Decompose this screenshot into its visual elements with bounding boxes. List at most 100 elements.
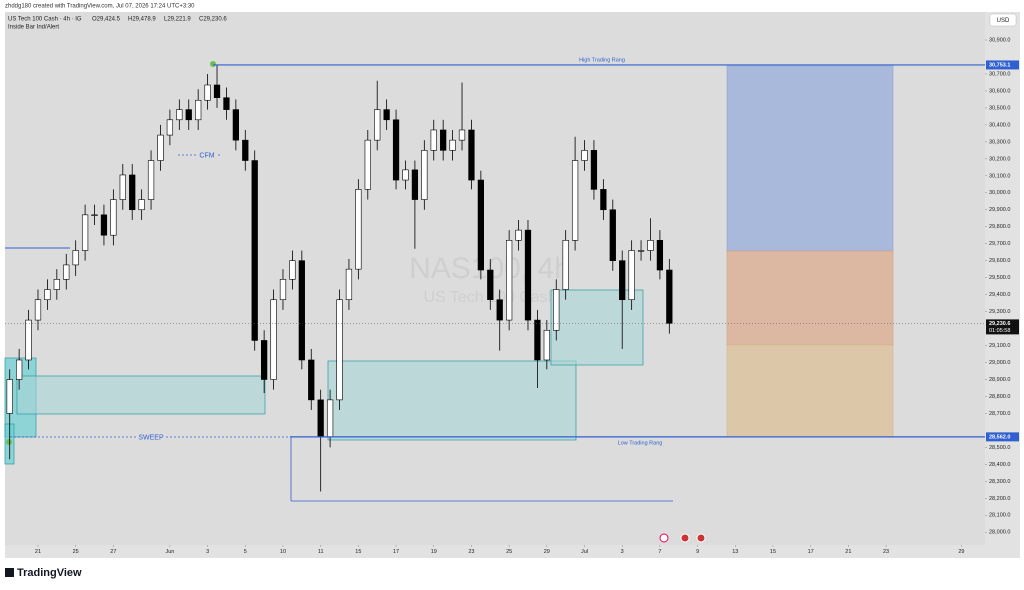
y-tick-label: 30,600.0 xyxy=(989,88,1010,94)
y-tick-label: 29,800.0 xyxy=(989,224,1010,230)
candle-body xyxy=(430,129,437,151)
x-tick-label: 17 xyxy=(808,549,814,555)
symbol: US Tech 100 Cash · 4h · IG xyxy=(8,17,82,23)
candle-body xyxy=(440,129,447,151)
candle-body xyxy=(204,84,211,101)
candle-body xyxy=(364,139,371,190)
event-icon[interactable] xyxy=(680,533,690,543)
y-tick-label: 30,700.0 xyxy=(989,71,1010,77)
demand-zone xyxy=(16,375,266,415)
level-price-label: 28,562.0 xyxy=(989,435,1010,441)
ohlc-high: H29,478.9 xyxy=(128,17,156,23)
candle-body xyxy=(506,240,513,321)
candle-body xyxy=(487,269,494,301)
candle-body xyxy=(666,269,673,324)
y-tick-label: 29,700.0 xyxy=(989,241,1010,247)
x-tick-label: 17 xyxy=(393,549,399,555)
candle-body xyxy=(81,214,89,251)
y-tick-label: 30,500.0 xyxy=(989,105,1010,111)
brand-logo: TradingView xyxy=(5,567,82,579)
y-tick-label: 28,700.0 xyxy=(989,411,1010,417)
x-tick-label: 25 xyxy=(506,549,512,555)
y-tick-label: 29,900.0 xyxy=(989,207,1010,213)
x-tick-label: 10 xyxy=(280,549,286,555)
label-bg xyxy=(136,432,166,442)
candle-body xyxy=(355,189,362,270)
candle-body xyxy=(392,119,400,181)
candle-body xyxy=(571,160,579,241)
candle-body xyxy=(289,260,296,280)
candle-body xyxy=(53,279,60,290)
candle-body xyxy=(534,319,541,361)
candle-body xyxy=(138,199,145,211)
currency[interactable]: USD xyxy=(997,18,1010,24)
annotation: SWEEP xyxy=(138,434,164,441)
y-tick-label: 28,100.0 xyxy=(989,513,1010,519)
candle-body xyxy=(129,174,136,211)
candle-body xyxy=(185,109,192,121)
candle-body xyxy=(553,289,560,331)
x-tick-label: 23 xyxy=(883,549,889,555)
x-tick-label: Jun xyxy=(165,549,174,555)
y-tick-label: 30,900.0 xyxy=(989,37,1010,43)
candle-body xyxy=(402,169,409,181)
candle-body xyxy=(524,229,532,321)
candle-body xyxy=(279,279,287,301)
x-tick-label: 15 xyxy=(770,549,776,555)
price-axis xyxy=(985,12,1020,545)
candle-body xyxy=(157,134,164,161)
y-tick-label: 28,000.0 xyxy=(989,530,1010,536)
x-tick-label: 11 xyxy=(318,549,324,555)
candle-body xyxy=(100,214,108,236)
candle-body xyxy=(421,150,428,200)
x-tick-label: 19 xyxy=(431,549,437,555)
event-icon[interactable] xyxy=(659,533,669,543)
x-tick-label: 25 xyxy=(73,549,79,555)
target-zone xyxy=(726,65,894,252)
candle-body xyxy=(72,250,79,266)
candle-body xyxy=(44,289,51,301)
candle-body xyxy=(195,99,202,121)
y-tick-label: 29,600.0 xyxy=(989,258,1010,264)
y-tick-label: 28,400.0 xyxy=(989,462,1010,468)
y-tick-label: 30,300.0 xyxy=(989,139,1010,145)
credit: zhddg180 created with TradingView.com, J… xyxy=(5,4,195,10)
candle-body xyxy=(383,109,390,121)
currency-box[interactable] xyxy=(989,13,1017,27)
ohlc-close: C29,230.6 xyxy=(199,17,227,23)
candle-body xyxy=(166,119,174,136)
y-tick-label: 28,300.0 xyxy=(989,479,1010,485)
x-tick-label: 9 xyxy=(696,549,699,555)
candle-body xyxy=(628,250,635,301)
y-tick-label: 30,200.0 xyxy=(989,156,1010,162)
candle-body xyxy=(656,240,664,271)
y-tick-label: 29,100.0 xyxy=(989,343,1010,349)
candle-body xyxy=(458,129,466,141)
plot: 28,000.0 28,100.0 28,200.0 28,300.0 28,400.0… xyxy=(5,37,1019,555)
x-tick-label: 5 xyxy=(244,549,247,555)
candle-body xyxy=(91,214,98,216)
label-bg xyxy=(196,150,218,160)
x-tick-label: 3 xyxy=(206,549,209,555)
x-tick-label: 13 xyxy=(732,549,738,555)
entry-zone xyxy=(726,250,894,346)
candle-body xyxy=(270,299,277,380)
candle-body xyxy=(63,264,70,280)
candle-body xyxy=(298,260,305,361)
candle-body xyxy=(261,340,268,380)
x-tick-label: 7 xyxy=(658,549,661,555)
x-tick-label: 15 xyxy=(355,549,361,555)
signal-dot xyxy=(210,61,216,67)
candle-body xyxy=(16,359,23,380)
candle-body xyxy=(119,174,126,200)
candle-body xyxy=(336,299,343,401)
event-icon[interactable] xyxy=(696,533,706,543)
candle-body xyxy=(477,179,484,271)
candle-body xyxy=(345,268,353,301)
stop-zone xyxy=(726,344,894,438)
candle-body xyxy=(25,319,32,361)
demand-zone xyxy=(327,360,577,441)
candle-body xyxy=(223,97,230,110)
indicator: Inside Bar Ind/Alert xyxy=(8,25,59,31)
